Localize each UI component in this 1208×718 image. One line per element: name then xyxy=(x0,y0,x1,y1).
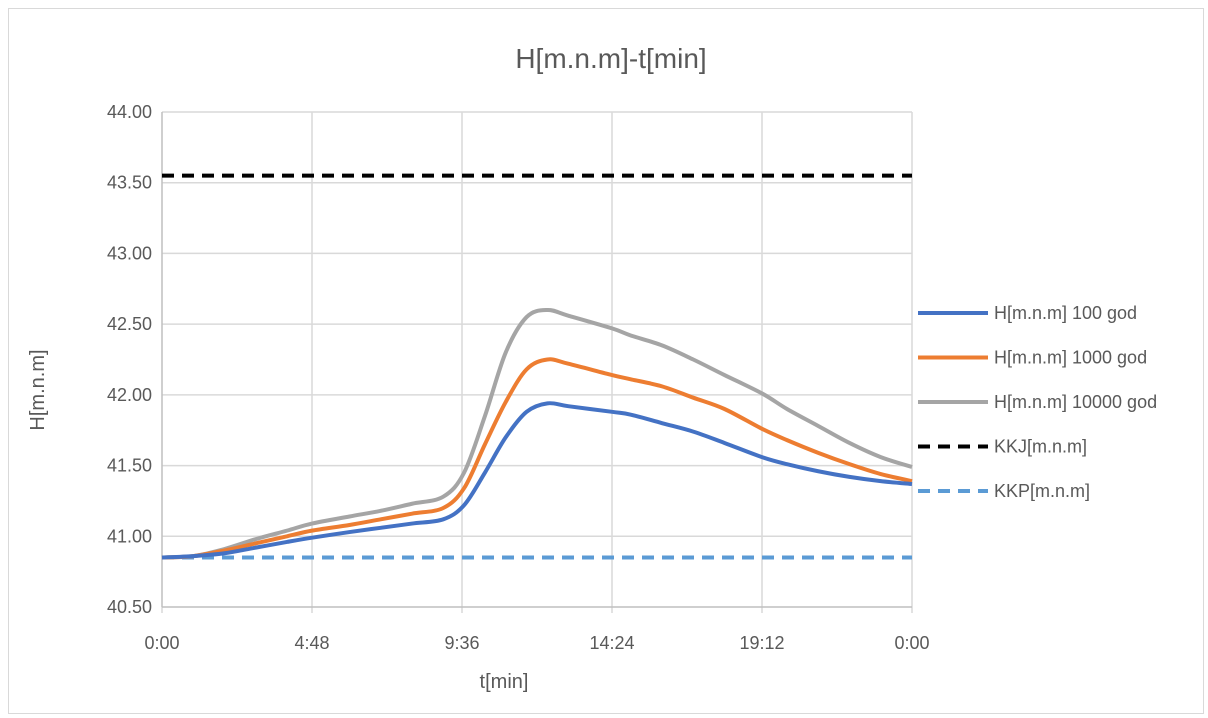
y-tick-label: 43.50 xyxy=(107,173,152,193)
x-axis-title: t[min] xyxy=(480,671,529,693)
y-tick-label: 43.00 xyxy=(107,243,152,263)
series-line xyxy=(161,357,913,560)
legend-label: H[m.n.m] 1000 god xyxy=(994,348,1147,368)
chart-title: H[m.n.m]-t[min] xyxy=(515,43,706,74)
series-line xyxy=(161,401,913,560)
x-tick-label: 19:12 xyxy=(739,633,784,653)
legend: H[m.n.m] 100 god H[m.n.m] 1000 god H[m.n.m… xyxy=(918,303,1157,501)
y-tick-label: 41.00 xyxy=(107,526,152,546)
y-tick-label: 42.00 xyxy=(107,385,152,405)
y-tick-label: 40.50 xyxy=(107,597,152,617)
x-tick-label: 4:48 xyxy=(294,633,329,653)
y-axis-title: H[m.n.m] xyxy=(27,349,49,430)
x-tick-labels: 0:00 4:48 9:36 14:24 19:12 0:00 xyxy=(144,633,929,653)
axes xyxy=(161,112,913,613)
legend-label: KKP[m.n.m] xyxy=(994,481,1090,501)
chart-container xyxy=(8,8,1204,714)
legend-label: H[m.n.m] 10000 god xyxy=(994,392,1157,412)
legend-label: KKJ[m.n.m] xyxy=(994,437,1087,457)
y-tick-label: 42.50 xyxy=(107,314,152,334)
x-tick-label: 14:24 xyxy=(589,633,634,653)
y-tick-labels: 40.50 41.00 41.50 42.00 42.50 43.00 43.50 44.00 xyxy=(107,102,152,617)
legend-label: H[m.n.m] 100 god xyxy=(994,303,1137,323)
series-line xyxy=(161,307,913,560)
x-tick-label: 0:00 xyxy=(894,633,929,653)
y-tick-label: 44.00 xyxy=(107,102,152,122)
x-tick-label: 9:36 xyxy=(444,633,479,653)
y-tick-label: 41.50 xyxy=(107,456,152,476)
x-tick-label: 0:00 xyxy=(144,633,179,653)
series-lines xyxy=(161,173,913,560)
